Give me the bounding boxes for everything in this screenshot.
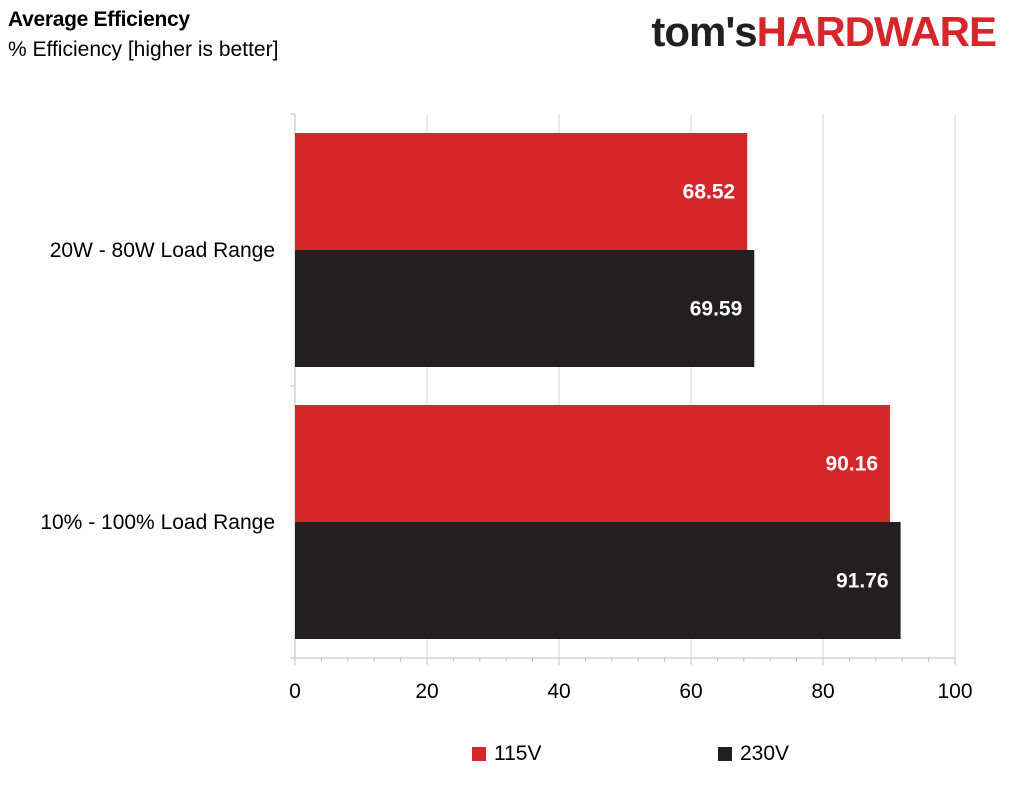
x-tick-label-20: 20 [415,680,438,703]
data-label-115v-1: 90.16 [825,453,878,476]
chart-subtitle: % Efficiency [higher is better] [8,38,279,61]
toms-hardware-logo: tom'sHARDWARE [651,8,997,56]
data-label-230v-1: 91.76 [836,570,889,593]
legend-item-230v: 230V [718,742,789,766]
bar-115v-1 [295,405,891,522]
logo-part2: HARDWARE [756,8,997,55]
chart-title: Average Efficiency [8,8,190,31]
x-tick-label-0: 0 [289,680,301,703]
legend-label-115v: 115V [494,742,542,765]
category-label-1: 10% - 100% Load Range [40,511,275,534]
data-label-230v-0: 69.59 [690,298,743,321]
x-tick-label-80: 80 [811,680,834,703]
legend: 115V 230V [0,742,1018,770]
x-tick-label-40: 40 [547,680,570,703]
bar-230v-0 [295,250,755,367]
legend-item-115v: 115V [472,742,542,766]
x-tick-label-100: 100 [937,680,972,703]
bar-115v-0 [295,133,748,250]
bar-230v-1 [295,522,901,639]
data-label-115v-0: 68.52 [683,181,736,204]
legend-swatch-230v [718,747,732,761]
legend-label-230v: 230V [740,742,790,765]
logo-part1: tom's [651,8,757,55]
legend-swatch-115v [472,747,486,761]
x-tick-label-60: 60 [679,680,702,703]
category-label-0: 20W - 80W Load Range [50,239,275,262]
